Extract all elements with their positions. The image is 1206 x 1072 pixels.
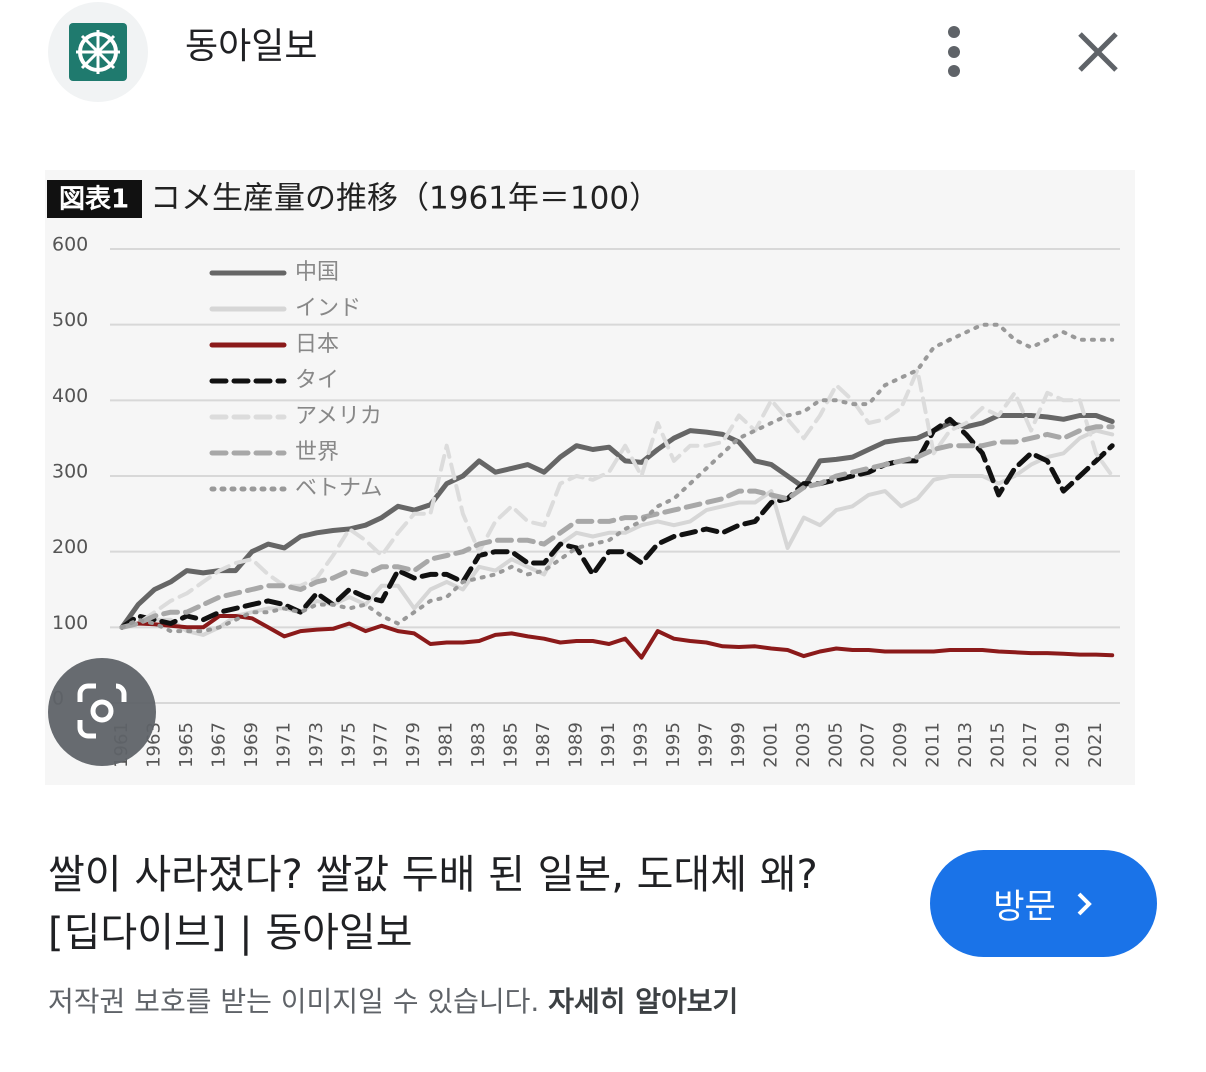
x-tick-label: 1971 [273, 722, 294, 768]
legend-label: 日本 [295, 332, 339, 357]
series-line [119, 416, 1115, 630]
x-tick-label: 1995 [663, 722, 684, 768]
visit-label: 방문 [993, 887, 1056, 927]
x-tick-label: 2005 [825, 722, 846, 768]
logo-spokes [76, 30, 120, 74]
x-tick-label: 1993 [630, 722, 651, 768]
x-tick-label: 1983 [468, 722, 489, 768]
lens-button[interactable] [48, 658, 156, 766]
legend-label: タイ [295, 368, 339, 393]
x-tick-label: 2013 [955, 722, 976, 768]
learn-more-link[interactable]: 자세히 알아보기 [548, 985, 739, 1018]
close-button[interactable] [1078, 32, 1118, 72]
site-title: 동아일보 [185, 26, 317, 67]
chevron [1077, 892, 1092, 915]
header-and-chart: 동아일보 図表1 コメ生産量の推移（1961年＝100） 01002003004… [47, 2, 1120, 768]
lens-icon [77, 683, 127, 739]
x-tick-label: 2019 [1053, 722, 1074, 768]
x-tick-label: 2011 [923, 722, 944, 768]
copyright-note: 저작권 보호를 받는 이미지일 수 있습니다. 자세히 알아보기 [48, 980, 738, 1020]
x-tick-label: 1997 [695, 722, 716, 768]
x-tick-label: 2007 [858, 722, 879, 768]
x-tick-label: 1975 [338, 722, 359, 768]
visit-button[interactable]: 방문 [930, 850, 1157, 957]
x-tick-label: 1973 [306, 722, 327, 768]
title-badge-box [47, 180, 142, 218]
x-tick-label: 1977 [371, 722, 392, 768]
chart-title-badge: 図表1 [59, 185, 129, 215]
legend-label: アメリカ [295, 404, 382, 429]
x-tick-label: 2015 [988, 722, 1009, 768]
x-tick-label: 2003 [793, 722, 814, 768]
x-tick-label: 2021 [1085, 722, 1106, 768]
series-line [120, 368, 1115, 630]
legend-label: インド [295, 296, 361, 321]
x-tick-label: 2001 [760, 722, 781, 768]
legend-label: ベトナム [295, 476, 382, 501]
x-tick-label: 1965 [176, 722, 197, 768]
more-menu[interactable] [948, 26, 960, 77]
series-line [120, 322, 1115, 634]
x-tick-label: 2017 [1020, 722, 1041, 768]
series-line [119, 424, 1115, 630]
result-title[interactable]: 쌀이 사라졌다? 쌀값 두배 된 일본, 도대체 왜?[딥다이브] | 동아일보 [48, 852, 818, 956]
series-line [120, 614, 1115, 660]
y-tick-label: 300 [52, 461, 88, 483]
x-tick-label: 1985 [501, 722, 522, 768]
x-tick-label: 1981 [436, 722, 457, 768]
y-tick-label: 600 [52, 234, 88, 256]
y-tick-label: 400 [52, 385, 88, 407]
x-tick-label: 1999 [728, 722, 749, 768]
y-tick-label: 100 [52, 612, 88, 634]
legend-label: 世界 [295, 440, 339, 465]
chart-title: コメ生産量の推移（1961年＝100） [150, 181, 660, 217]
x-tick-label: 1967 [208, 722, 229, 768]
y-tick-label: 500 [52, 309, 88, 331]
x-tick-label: 2009 [890, 722, 911, 768]
x-tick-label: 1991 [598, 722, 619, 768]
y-tick-label: 200 [52, 536, 88, 558]
x-tick-label: 1987 [533, 722, 554, 768]
notice-text: 저작권 보호를 받는 이미지일 수 있습니다. [48, 985, 540, 1018]
legend-label: 中国 [295, 260, 339, 285]
x-tick-label: 1989 [566, 722, 587, 768]
x-tick-label: 1969 [241, 722, 262, 768]
series-line [119, 413, 1115, 630]
x-tick-label: 1979 [403, 722, 424, 768]
